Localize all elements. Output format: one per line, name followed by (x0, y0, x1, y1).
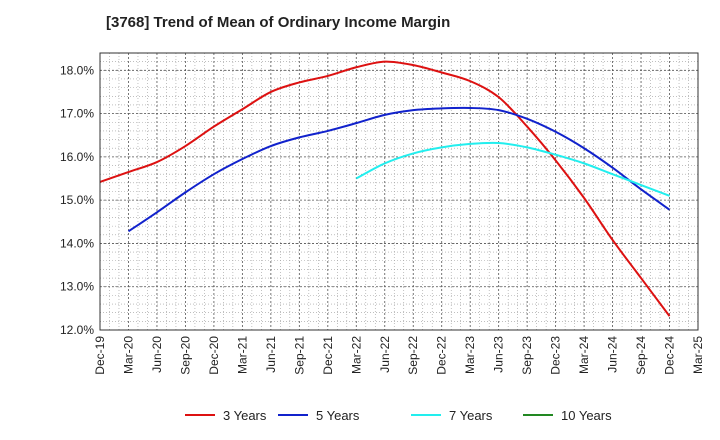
x-tick-label: Dec-20 (207, 336, 221, 375)
x-tick-label: Mar-24 (577, 336, 591, 374)
x-tick-label: Sep-21 (292, 336, 306, 375)
series-line-3-years (99, 60, 671, 317)
y-tick-label: 16.0% (60, 150, 94, 164)
x-tick-label: Jun-20 (150, 336, 164, 373)
legend: 3 Years 5 Years 7 Years 10 Years (185, 408, 612, 423)
y-tick-label: 15.0% (60, 193, 94, 207)
x-tick-label: Dec-22 (435, 336, 449, 375)
chart-title: [3768] Trend of Mean of Ordinary Income … (106, 14, 451, 31)
legend-label-7-years: 7 Years (449, 408, 493, 423)
y-tick-label: 12.0% (60, 323, 94, 337)
y-tick-label: 13.0% (60, 280, 94, 294)
series-line-7-years (355, 141, 670, 197)
x-tick-label: Sep-23 (520, 336, 534, 375)
x-tick-label: Dec-23 (549, 336, 563, 375)
x-tick-label: Sep-24 (634, 336, 648, 375)
x-tick-label: Mar-23 (463, 336, 477, 374)
x-tick-label: Mar-20 (121, 336, 135, 374)
legend-label-10-years: 10 Years (561, 408, 612, 423)
y-tick-label: 18.0% (60, 63, 94, 77)
x-tick-label: Dec-24 (663, 336, 677, 375)
y-axis-tick-labels: 12.0% 13.0% 14.0% 15.0% 16.0% 17.0% 18.0% (60, 63, 94, 337)
x-axis-tick-labels: Dec-19 Mar-20 Jun-20 Sep-20 Dec-20 Mar-21 Jun-… (93, 336, 705, 375)
legend-label-3-years: 3 Years (223, 408, 267, 423)
y-tick-label: 17.0% (60, 107, 94, 121)
plot-area-background (100, 53, 698, 330)
x-tick-label: Jun-21 (264, 336, 278, 373)
x-tick-label: Mar-22 (349, 336, 363, 374)
x-tick-label: Mar-25 (691, 336, 705, 374)
plot-area-border (99, 52, 699, 331)
x-tick-label: Jun-23 (492, 336, 506, 373)
series-line-5-years (127, 106, 671, 233)
x-tick-label: Jun-22 (378, 336, 392, 373)
x-tick-label: Jun-24 (606, 336, 620, 373)
x-tick-label: Sep-22 (406, 336, 420, 375)
x-tick-label: Dec-21 (321, 336, 335, 375)
legend-label-5-years: 5 Years (316, 408, 360, 423)
x-tick-label: Dec-19 (93, 336, 107, 375)
series-lines (99, 60, 671, 317)
x-tick-label: Mar-21 (235, 336, 249, 374)
y-tick-label: 14.0% (60, 236, 94, 250)
x-tick-label: Sep-20 (178, 336, 192, 375)
